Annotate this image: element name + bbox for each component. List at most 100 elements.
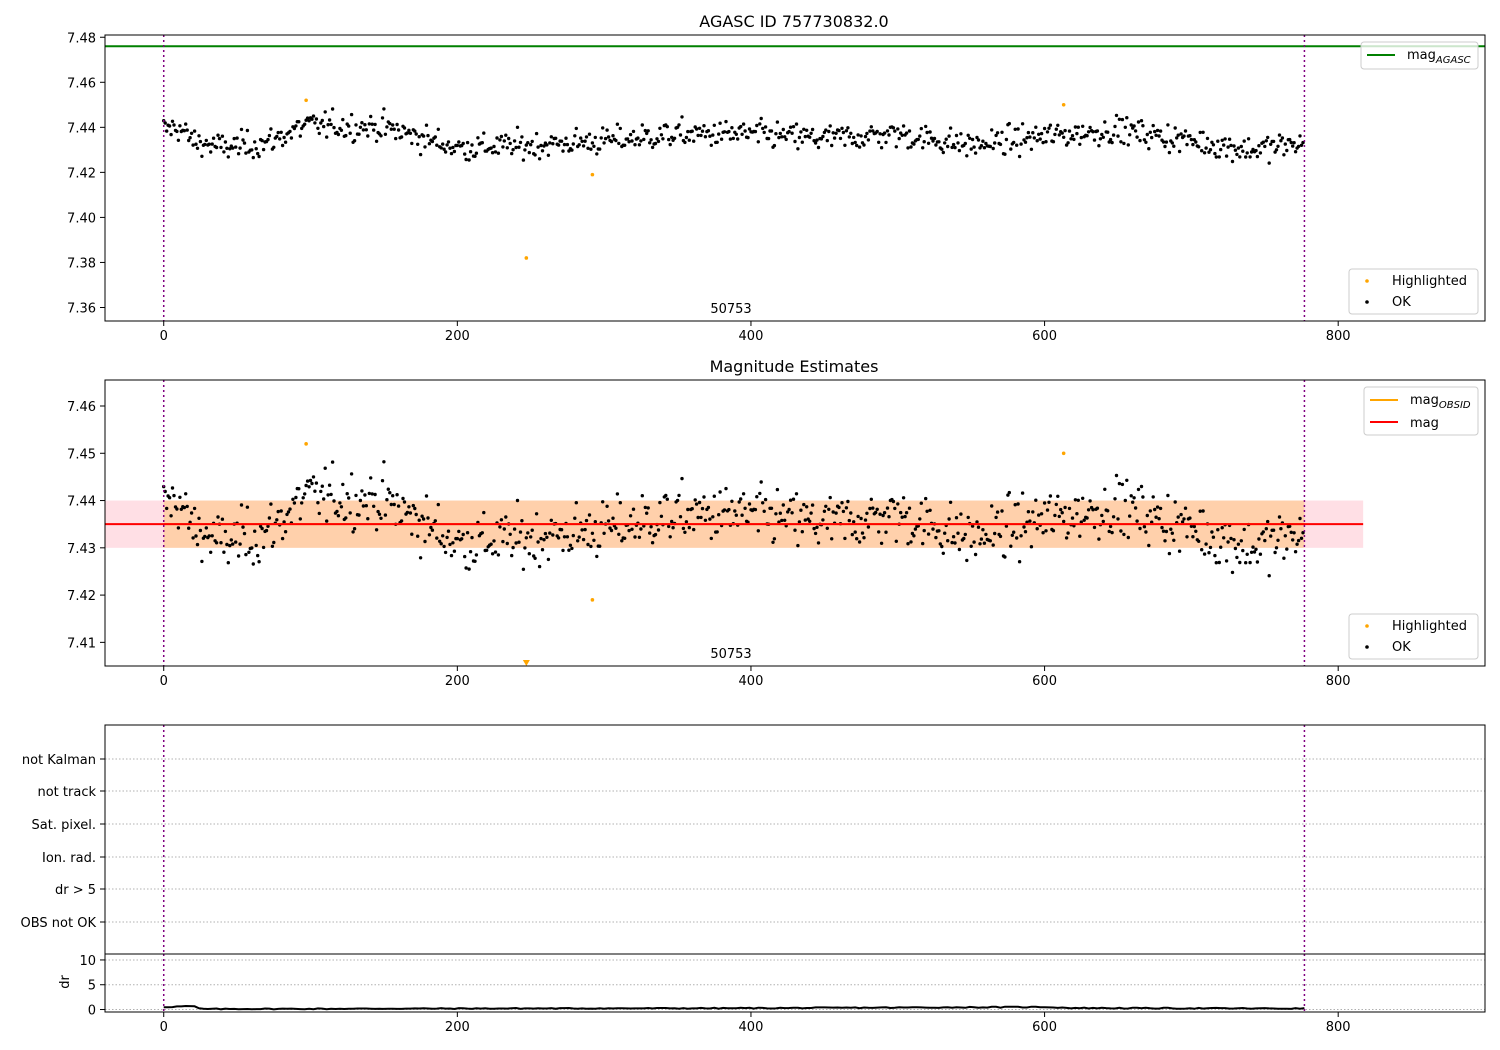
magnitude-panel-ok-point bbox=[984, 532, 988, 537]
agasc-panel-ok-point bbox=[1198, 130, 1202, 135]
magnitude-panel-point-legend: Highlighted OK bbox=[1348, 613, 1479, 660]
magnitude-panel-ok-point bbox=[891, 499, 896, 504]
magnitude-panel-ok-point bbox=[559, 528, 564, 532]
agasc-panel-ok-point bbox=[476, 136, 480, 140]
magnitude-panel-ok-point bbox=[617, 532, 621, 536]
agasc-panel-ok-point bbox=[191, 143, 195, 147]
agasc-panel-ok-point bbox=[474, 151, 479, 155]
magnitude-panel-ok-point bbox=[445, 535, 449, 540]
agasc-panel-ok-point bbox=[361, 128, 366, 132]
agasc-panel-ok-point bbox=[533, 153, 537, 157]
agasc-panel-ok-point bbox=[922, 140, 926, 144]
magnitude-panel-ok-point bbox=[1222, 536, 1226, 540]
agasc-panel-ok-point bbox=[686, 129, 690, 134]
agasc-panel-ok-point bbox=[317, 131, 321, 136]
magnitude-panel-ok-point bbox=[498, 525, 502, 529]
agasc-panel-ok-point bbox=[609, 139, 614, 144]
agasc-panel-ok-point bbox=[937, 140, 941, 144]
agasc-panel-ok-point bbox=[667, 137, 671, 142]
agasc-panel-ok-point bbox=[1025, 136, 1029, 140]
magnitude-panel-ok-point bbox=[825, 526, 829, 530]
agasc-panel-ok-point bbox=[169, 132, 173, 137]
agasc-panel-ok-point bbox=[825, 138, 829, 143]
agasc-panel-y-tick-label: 7.36 bbox=[67, 301, 96, 316]
magnitude-panel-ok-point bbox=[1273, 550, 1277, 555]
agasc-panel-ok-point bbox=[250, 148, 254, 152]
agasc-panel-x-tick-label: 200 bbox=[445, 329, 470, 344]
agasc-panel-ok-point bbox=[1126, 143, 1131, 147]
magnitude-panel-ok-point bbox=[405, 510, 410, 515]
agasc-panel-ok-point bbox=[200, 154, 204, 158]
magnitude-panel-ok-point bbox=[844, 506, 849, 510]
agasc-panel-ok-point bbox=[637, 143, 642, 147]
flag-category-label: not Kalman bbox=[22, 753, 96, 768]
magnitude-panel-ok-point bbox=[1141, 495, 1145, 499]
agasc-panel-ok-point bbox=[1028, 135, 1032, 139]
agasc-panel-ok-point bbox=[712, 123, 716, 128]
magnitude-panel-ok-point bbox=[1028, 519, 1032, 523]
agasc-panel-ok-point bbox=[1095, 129, 1100, 133]
magnitude-panel-ok-point bbox=[1085, 516, 1089, 520]
agasc-panel-ok-point bbox=[724, 119, 728, 124]
magnitude-panel-ok-point bbox=[1257, 537, 1261, 541]
magnitude-panel-y-tick-label: 7.46 bbox=[67, 400, 96, 415]
agasc-panel-ok-point bbox=[579, 136, 583, 140]
agasc-panel-ok-point bbox=[424, 123, 429, 127]
agasc-panel-ok-point bbox=[593, 135, 597, 140]
magnitude-panel-ok-point bbox=[680, 476, 684, 481]
agasc-panel-ok-point bbox=[307, 119, 311, 123]
magnitude-panel-ok-point bbox=[418, 556, 423, 560]
magnitude-panel-ok-point bbox=[812, 526, 816, 531]
magnitude-panel-ok-point bbox=[869, 497, 873, 501]
agasc-panel-ok-point bbox=[1034, 125, 1038, 129]
magnitude-panel-ok-point bbox=[523, 546, 527, 550]
magnitude-panel-ok-point bbox=[1271, 528, 1276, 532]
agasc-panel-ok-point bbox=[799, 130, 803, 134]
agasc-panel-ok-point bbox=[871, 129, 875, 133]
agasc-panel-ok-point bbox=[512, 139, 517, 143]
agasc-panel-ok-point bbox=[364, 128, 368, 132]
agasc-panel-ok-point bbox=[855, 143, 859, 148]
magnitude-panel-ok-point bbox=[737, 500, 741, 504]
magnitude-panel-ok-point bbox=[451, 541, 455, 545]
agasc-panel-ok-point bbox=[1020, 122, 1025, 126]
magnitude-panel-ok-point bbox=[743, 506, 747, 510]
magnitude-panel-ok-point bbox=[468, 550, 473, 554]
agasc-panel-ok-point bbox=[1298, 134, 1302, 138]
magnitude-panel-ok-point bbox=[756, 529, 760, 533]
magnitude-panel-ok-point bbox=[799, 508, 803, 512]
agasc-panel-ok-point bbox=[211, 136, 216, 140]
magnitude-panel-ok-point bbox=[285, 512, 289, 517]
agasc-panel-ok-point bbox=[739, 124, 743, 129]
magnitude-panel-ok-point bbox=[810, 503, 815, 507]
agasc-panel-ok-point bbox=[1201, 130, 1205, 134]
agasc-panel-ok-point bbox=[1202, 151, 1207, 155]
agasc-panel-ok-point bbox=[408, 131, 413, 135]
magnitude-panel-ok-point bbox=[1016, 502, 1020, 506]
agasc-panel-ok-point bbox=[163, 121, 167, 125]
agasc-panel-ok-point bbox=[1194, 140, 1198, 144]
agasc-panel-ok-point bbox=[953, 145, 957, 150]
magnitude-panel-ok-point bbox=[918, 517, 922, 521]
agasc-panel-ok-point bbox=[944, 137, 948, 141]
agasc-panel-ok-point bbox=[542, 144, 546, 148]
agasc-panel-ok-point bbox=[627, 140, 631, 144]
agasc-panel-ok-point bbox=[1282, 153, 1286, 157]
magnitude-panel-ok-point bbox=[269, 502, 273, 506]
agasc-panel-ok-point bbox=[827, 129, 831, 134]
magnitude-panel-ok-point bbox=[492, 539, 496, 543]
agasc-panel-ok-point bbox=[781, 127, 785, 132]
magnitude-panel-ok-point bbox=[1135, 519, 1139, 523]
magnitude-panel-ok-point bbox=[1224, 559, 1229, 563]
magnitude-panel-ok-point bbox=[307, 485, 311, 489]
magnitude-panel-ok-point bbox=[207, 534, 211, 538]
magnitude-panel-ok-point bbox=[787, 507, 791, 512]
agasc-panel-ok-point bbox=[468, 150, 473, 154]
magnitude-panel-ok-point bbox=[899, 510, 903, 515]
magnitude-panel-ok-point bbox=[276, 509, 280, 514]
magnitude-panel-ok-point bbox=[1125, 478, 1129, 482]
agasc-panel-ok-point bbox=[1158, 129, 1163, 133]
magnitude-panel-ok-point bbox=[280, 536, 285, 541]
agasc-panel-ok-point bbox=[452, 149, 457, 154]
dr-panel-x-tick-label: 800 bbox=[1326, 1020, 1351, 1035]
